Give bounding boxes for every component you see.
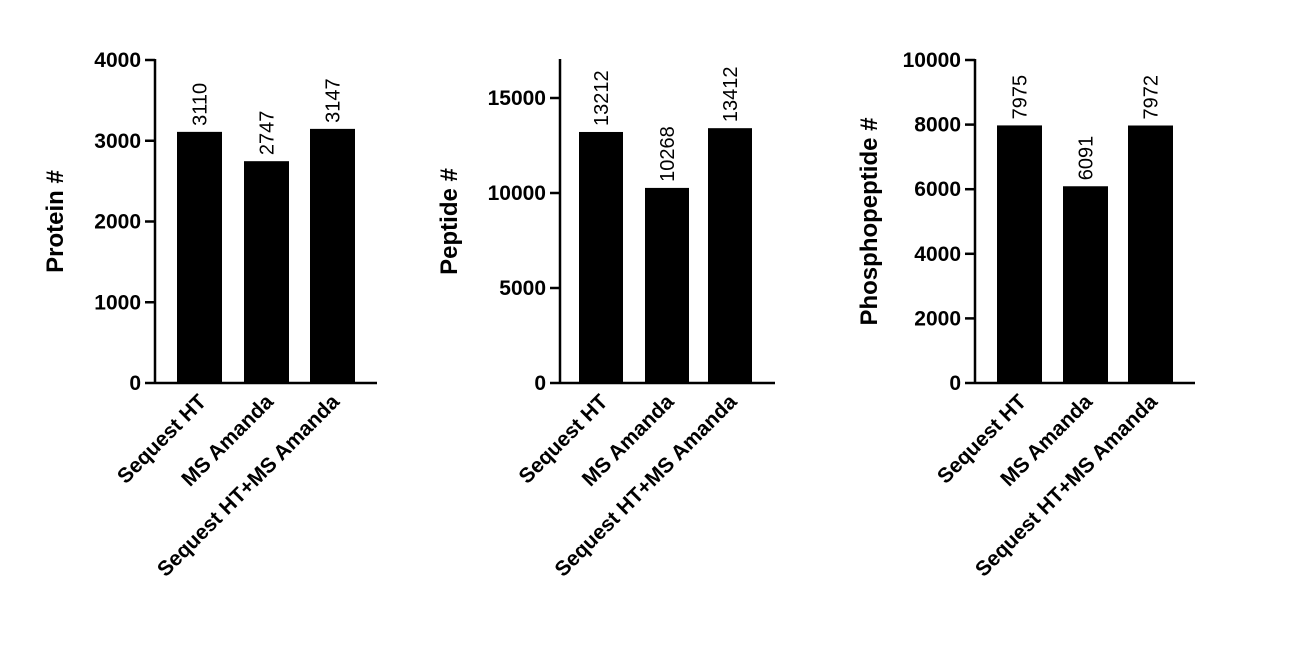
bar <box>708 128 752 383</box>
bar <box>244 161 289 383</box>
y-tick-label: 6000 <box>914 178 961 201</box>
bar-value-label: 3110 <box>190 83 212 126</box>
bar <box>997 125 1042 383</box>
bar-value-label: 10268 <box>657 126 679 182</box>
y-tick-label: 8000 <box>914 114 961 137</box>
y-tick-label: 2000 <box>94 211 141 234</box>
bar-value-label: 3147 <box>323 78 345 123</box>
y-tick-label: 0 <box>129 372 141 395</box>
y-axis-title: Phosphopeptide # <box>856 117 883 325</box>
bar <box>1128 125 1173 384</box>
y-tick-label: 10000 <box>488 182 546 205</box>
bar-value-label: 13212 <box>591 70 613 126</box>
bar <box>177 131 222 383</box>
bar <box>579 131 623 383</box>
y-axis-title: Peptide # <box>436 168 463 275</box>
y-tick-label: 10000 <box>903 49 961 72</box>
y-tick-label: 4000 <box>914 243 961 266</box>
bar-value-label: 13412 <box>720 67 742 123</box>
y-tick-label: 2000 <box>914 307 961 330</box>
bar-value-label: 7972 <box>1141 75 1163 120</box>
y-axis-title: Protein # <box>42 170 69 273</box>
bar <box>1063 186 1108 383</box>
y-tick-label: 1000 <box>94 291 141 314</box>
y-tick-label: 5000 <box>499 277 546 300</box>
y-tick-label: 0 <box>534 372 546 395</box>
y-tick-label: 3000 <box>94 130 141 153</box>
bar-value-label: 2747 <box>257 111 279 156</box>
bar <box>310 128 355 383</box>
bar-value-label: 6091 <box>1076 136 1098 181</box>
bar <box>645 187 689 383</box>
chart-panel-3: 0 2000 4000 6000 8000 10000 Phosphopeptide # 79… <box>856 49 1195 581</box>
y-tick-label: 4000 <box>94 49 141 72</box>
y-tick-label: 0 <box>949 372 961 395</box>
y-tick-label: 15000 <box>488 87 546 110</box>
bar-value-label: 7975 <box>1010 75 1032 120</box>
